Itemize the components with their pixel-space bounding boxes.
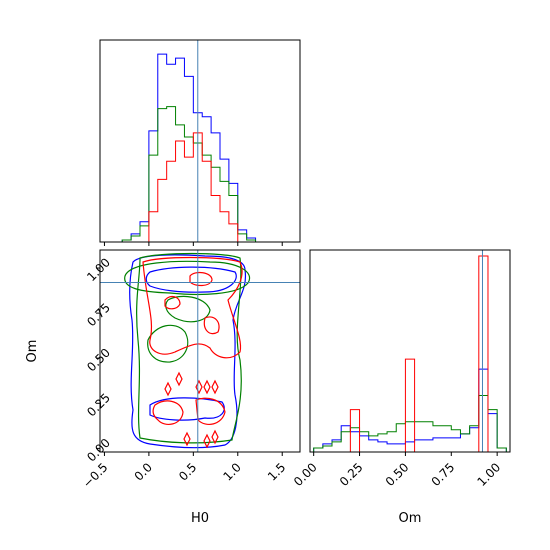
contour-xtick-label-1: 0.0	[132, 460, 155, 483]
contour-line-9	[153, 401, 183, 424]
contour-island-2	[204, 381, 210, 393]
contour-ytick-label-4: 1.00	[84, 255, 113, 284]
contour-line-8	[190, 273, 212, 286]
contour-line-4	[137, 254, 242, 443]
om-hist-series-0	[314, 369, 507, 452]
contour-xlabel: H0	[191, 511, 209, 526]
contour-line-7	[143, 258, 242, 358]
contour-line-12	[204, 317, 219, 334]
h0-hist-series-0	[113, 54, 264, 242]
contour-xtick-label-0: −0.5	[80, 460, 111, 491]
panel-h0-frame	[100, 40, 300, 242]
contour-ytick-label-0: 0.00	[84, 436, 113, 465]
om-xtick-label-0: 0.00	[291, 460, 320, 489]
contour-island-6	[204, 435, 210, 447]
om-hist-series-2	[314, 256, 507, 452]
contour-ytick-label-1: 0.25	[84, 391, 113, 420]
contour-ytick-label-2: 0.50	[84, 346, 113, 375]
contour-island-4	[165, 383, 171, 395]
om-hist-series-1	[314, 395, 507, 452]
contour-line-2	[150, 398, 224, 420]
contour-line-0	[130, 255, 246, 448]
om-xtick-label-2: 0.50	[383, 460, 412, 489]
contour-xtick-label-3: 1.0	[220, 460, 243, 483]
om-xtick-label-3: 0.75	[429, 460, 458, 489]
contour-xtick-label-4: 1.5	[265, 460, 288, 483]
contour-island-1	[196, 381, 202, 393]
contour-island-3	[212, 381, 218, 393]
contour-island-7	[212, 431, 218, 443]
contour-line-5	[148, 325, 188, 362]
contour-line-1	[146, 267, 236, 292]
om-xtick-label-1: 0.25	[337, 460, 366, 489]
contour-ytick-label-3: 0.75	[84, 300, 113, 329]
contour-xtick-label-2: 0.5	[176, 460, 199, 483]
h0-hist-series-2	[113, 133, 264, 242]
h0-hist-series-1	[113, 107, 264, 242]
om-xlabel: Om	[399, 511, 422, 526]
contour-island-0	[176, 373, 182, 385]
om-xtick-label-4: 1.00	[474, 460, 503, 489]
contour-ylabel: Om	[25, 340, 40, 363]
